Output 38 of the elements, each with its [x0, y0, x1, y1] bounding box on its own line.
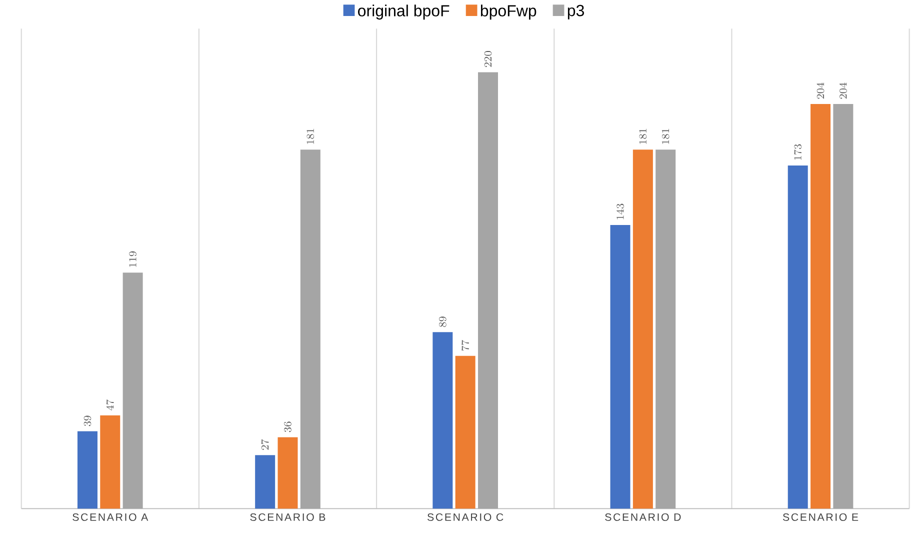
- x-tick-label: SCENARIO D: [605, 513, 681, 521]
- data-label: 181: [639, 128, 647, 144]
- data-label: 204: [816, 82, 824, 99]
- bar: [278, 437, 298, 509]
- bar: [455, 356, 476, 509]
- bar: [788, 166, 808, 509]
- x-tick-label: SCENARIO E: [782, 513, 858, 521]
- data-label: 181: [306, 128, 314, 144]
- data-label: 77: [462, 340, 470, 351]
- bar: [833, 104, 854, 509]
- bar: [478, 72, 498, 509]
- bar: [632, 150, 653, 509]
- data-label: 119: [129, 251, 136, 267]
- x-tick-label: SCENARIO C: [428, 513, 504, 521]
- bar: [810, 104, 831, 509]
- legend-label: bpoFwp: [480, 4, 536, 20]
- data-label: 220: [484, 51, 492, 68]
- data-label: 173: [794, 144, 802, 160]
- data-label: 143: [616, 204, 624, 220]
- data-label: 181: [662, 128, 670, 144]
- data-label: 27: [261, 439, 269, 450]
- bar: [610, 225, 630, 509]
- data-label: 204: [839, 82, 847, 99]
- legend-label: p3: [568, 4, 584, 20]
- legend-label: original bpoF: [358, 4, 450, 20]
- data-label: 47: [106, 400, 114, 410]
- bar: [656, 150, 676, 509]
- bar: [77, 431, 98, 509]
- bar: [255, 455, 276, 509]
- bar: [300, 150, 320, 509]
- x-tick-label: SCENARIO B: [250, 513, 326, 521]
- x-tick-label: SCENARIO A: [72, 513, 148, 521]
- data-label: 36: [284, 422, 292, 432]
- bar: [432, 332, 453, 509]
- bar: [100, 415, 120, 509]
- data-label: 39: [84, 416, 92, 426]
- bar: [122, 272, 143, 509]
- data-label: 89: [439, 316, 446, 327]
